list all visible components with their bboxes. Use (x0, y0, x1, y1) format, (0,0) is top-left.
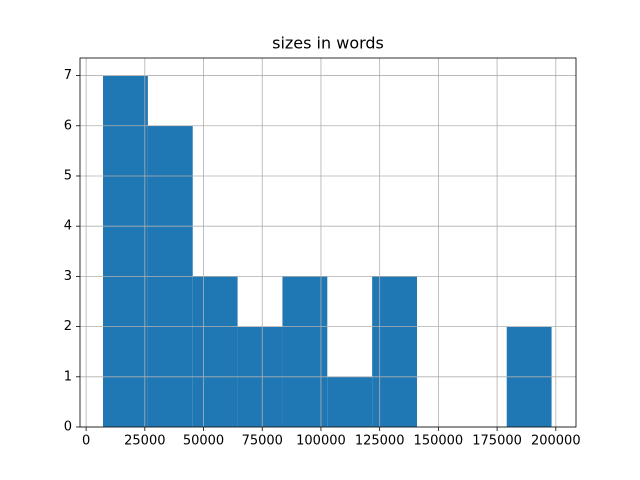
bar (327, 376, 373, 427)
x-tick-label: 125000 (355, 434, 405, 449)
y-tick-label: 0 (64, 420, 72, 435)
y-tick-label: 7 (64, 68, 72, 83)
x-tick-label: 200000 (531, 434, 581, 449)
chart-title: sizes in words (272, 34, 384, 53)
y-tick-label: 4 (64, 219, 72, 234)
x-tick-label: 0 (82, 434, 90, 449)
plot-frame (79, 57, 577, 428)
bar (103, 75, 148, 428)
x-tick-label: 25000 (124, 434, 165, 449)
bar (372, 276, 418, 427)
y-tick-label: 6 (64, 118, 72, 133)
x-tick-label: 100000 (296, 434, 346, 449)
x-tick-label: 50000 (183, 434, 224, 449)
x-tick-label: 75000 (242, 434, 283, 449)
y-tick-label: 2 (64, 319, 72, 334)
y-tick-label: 1 (64, 369, 72, 384)
y-tick-label: 3 (64, 269, 72, 284)
x-tick-label: 150000 (414, 434, 464, 449)
x-tick-label: 175000 (472, 434, 522, 449)
bar (192, 276, 238, 427)
y-tick-label: 5 (64, 168, 72, 183)
bar (282, 276, 328, 427)
